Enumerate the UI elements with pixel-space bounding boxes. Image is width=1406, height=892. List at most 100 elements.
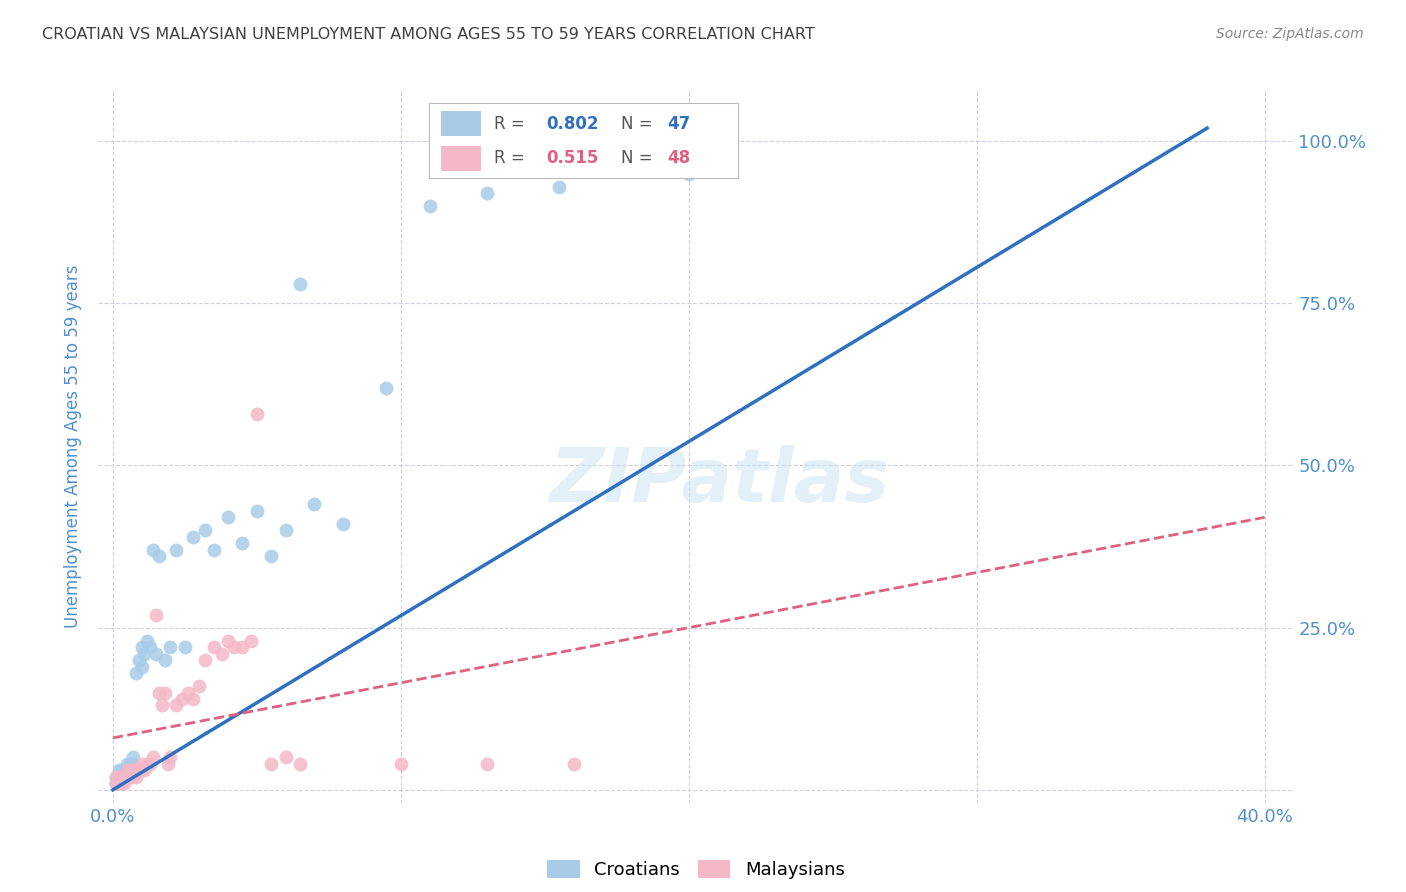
Point: [159, 640, 181, 654]
Point: [115, 756, 138, 771]
Point: [176, 685, 198, 699]
Point: [165, 698, 187, 713]
Point: [110, 770, 132, 784]
Point: [107, 776, 129, 790]
Point: [222, 640, 245, 654]
Point: [122, 756, 145, 771]
Point: [231, 640, 253, 654]
Point: [173, 640, 195, 654]
Point: [122, 770, 145, 784]
Point: [104, 776, 127, 790]
Point: [131, 764, 153, 778]
Point: [260, 756, 283, 771]
Point: [107, 770, 129, 784]
Point: [110, 770, 132, 784]
Point: [159, 750, 181, 764]
Point: [304, 497, 326, 511]
Point: [165, 542, 187, 557]
Text: 48: 48: [666, 149, 690, 167]
Point: [477, 756, 499, 771]
Point: [104, 776, 127, 790]
Point: [183, 530, 205, 544]
Point: [120, 764, 142, 778]
Point: [288, 756, 311, 771]
Text: 47: 47: [666, 115, 690, 133]
Point: [112, 764, 135, 778]
Point: [142, 750, 165, 764]
Point: [128, 764, 150, 778]
Point: [131, 756, 153, 771]
Point: [148, 549, 170, 564]
Point: [274, 750, 297, 764]
Point: [142, 542, 165, 557]
Point: [122, 764, 145, 778]
Point: [183, 692, 205, 706]
Point: [110, 770, 132, 784]
Point: [288, 277, 311, 291]
Point: [112, 770, 135, 784]
Point: [231, 536, 253, 550]
Point: [139, 640, 162, 654]
Point: [110, 776, 132, 790]
Point: [153, 653, 176, 667]
Point: [115, 770, 138, 784]
Text: 0.515: 0.515: [547, 149, 599, 167]
Point: [389, 756, 412, 771]
Point: [131, 659, 153, 673]
Text: ZIPatlas: ZIPatlas: [550, 445, 890, 518]
Point: [260, 549, 283, 564]
Text: CROATIAN VS MALAYSIAN UNEMPLOYMENT AMONG AGES 55 TO 59 YEARS CORRELATION CHART: CROATIAN VS MALAYSIAN UNEMPLOYMENT AMONG…: [42, 27, 815, 42]
Text: 0.802: 0.802: [547, 115, 599, 133]
Point: [202, 542, 225, 557]
Point: [562, 756, 585, 771]
Point: [156, 756, 179, 771]
Point: [110, 764, 132, 778]
Point: [194, 653, 217, 667]
Legend: Croatians, Malaysians: Croatians, Malaysians: [540, 853, 852, 887]
Point: [240, 633, 263, 648]
Point: [131, 640, 153, 654]
Point: [136, 756, 159, 771]
Y-axis label: Unemployment Among Ages 55 to 59 years: Unemployment Among Ages 55 to 59 years: [65, 264, 83, 628]
FancyBboxPatch shape: [441, 111, 481, 136]
Point: [112, 770, 135, 784]
Point: [107, 764, 129, 778]
Point: [120, 764, 142, 778]
Point: [122, 750, 145, 764]
Point: [150, 698, 173, 713]
Text: N =: N =: [620, 115, 658, 133]
Point: [217, 633, 239, 648]
Point: [202, 640, 225, 654]
Point: [115, 764, 138, 778]
Point: [188, 679, 211, 693]
Point: [134, 764, 156, 778]
Point: [678, 167, 700, 181]
Text: Source: ZipAtlas.com: Source: ZipAtlas.com: [1216, 27, 1364, 41]
Point: [107, 776, 129, 790]
Point: [136, 633, 159, 648]
Point: [120, 756, 142, 771]
Point: [246, 407, 269, 421]
Point: [104, 770, 127, 784]
Point: [170, 692, 193, 706]
Point: [104, 770, 127, 784]
Point: [115, 764, 138, 778]
Point: [128, 653, 150, 667]
Point: [548, 179, 571, 194]
Point: [246, 504, 269, 518]
Point: [477, 186, 499, 200]
Point: [194, 524, 217, 538]
Point: [125, 770, 148, 784]
Text: N =: N =: [620, 149, 658, 167]
Point: [148, 685, 170, 699]
Point: [332, 516, 354, 531]
Point: [107, 770, 129, 784]
Point: [112, 776, 135, 790]
Point: [104, 776, 127, 790]
Point: [125, 666, 148, 681]
Point: [375, 381, 398, 395]
Point: [145, 647, 167, 661]
Point: [274, 524, 297, 538]
Point: [134, 647, 156, 661]
Point: [139, 756, 162, 771]
